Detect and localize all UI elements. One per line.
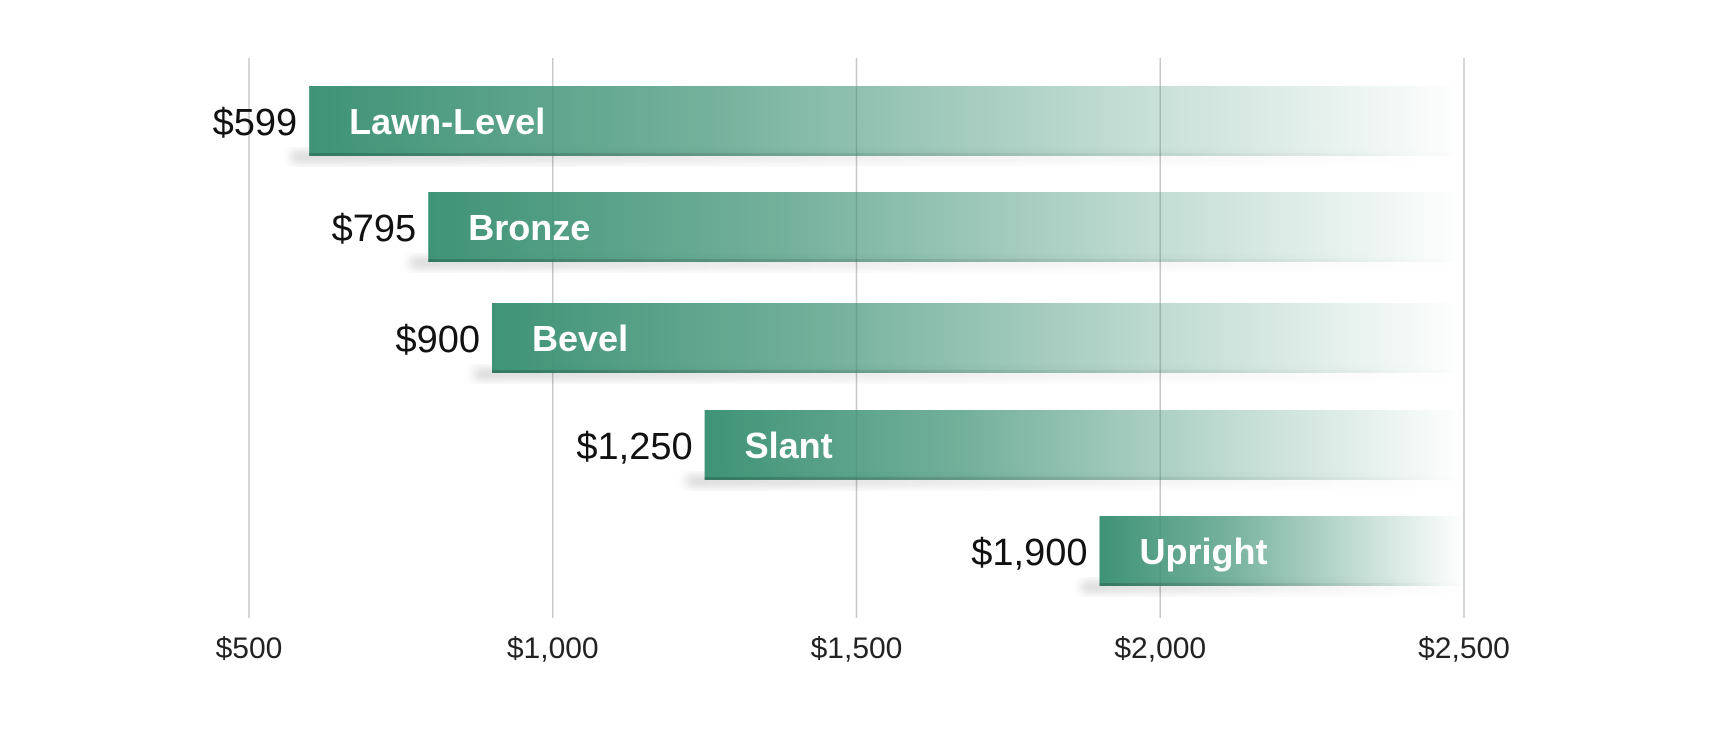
bar-edge bbox=[309, 153, 1465, 156]
bar-edge bbox=[428, 259, 1464, 262]
bar-shadow bbox=[410, 258, 1464, 268]
x-tick-label: $1,500 bbox=[811, 632, 903, 665]
bar-shadow bbox=[474, 369, 1464, 379]
bar-value-label: $1,250 bbox=[576, 426, 692, 468]
bar bbox=[704, 410, 1464, 480]
bars: Lawn-Level $599 Bronze $795 Bevel $900 Slant $1… bbox=[213, 86, 1465, 592]
bar-edge bbox=[492, 370, 1464, 373]
bar-shadow bbox=[291, 152, 1465, 162]
x-tick-label: $2,500 bbox=[1418, 632, 1510, 665]
bar-category-label: Upright bbox=[1140, 531, 1268, 572]
bar-edge bbox=[1099, 583, 1464, 586]
x-tick-label: $1,000 bbox=[507, 632, 599, 665]
bar-value-label: $795 bbox=[332, 208, 417, 250]
bar-value-label: $599 bbox=[213, 102, 298, 144]
bar-value-label: $900 bbox=[395, 319, 480, 361]
x-tick-label: $2,000 bbox=[1114, 632, 1206, 665]
bar-category-label: Bevel bbox=[532, 318, 628, 359]
bar-shadow bbox=[686, 476, 1464, 486]
bar-category-label: Bronze bbox=[468, 207, 590, 248]
x-tick-label: $500 bbox=[216, 632, 283, 665]
bar bbox=[1099, 516, 1464, 586]
x-axis: $500 $1,000 $1,500 $2,000 $2,500 bbox=[216, 632, 1510, 665]
bar-category-label: Slant bbox=[745, 425, 833, 466]
bar-value-label: $1,900 bbox=[971, 532, 1087, 574]
bar bbox=[309, 86, 1465, 156]
bar-shadow bbox=[1081, 582, 1464, 592]
bar-category-label: Lawn-Level bbox=[349, 101, 545, 142]
bar bbox=[492, 303, 1464, 373]
bar-edge bbox=[704, 477, 1464, 480]
bar bbox=[428, 192, 1464, 262]
